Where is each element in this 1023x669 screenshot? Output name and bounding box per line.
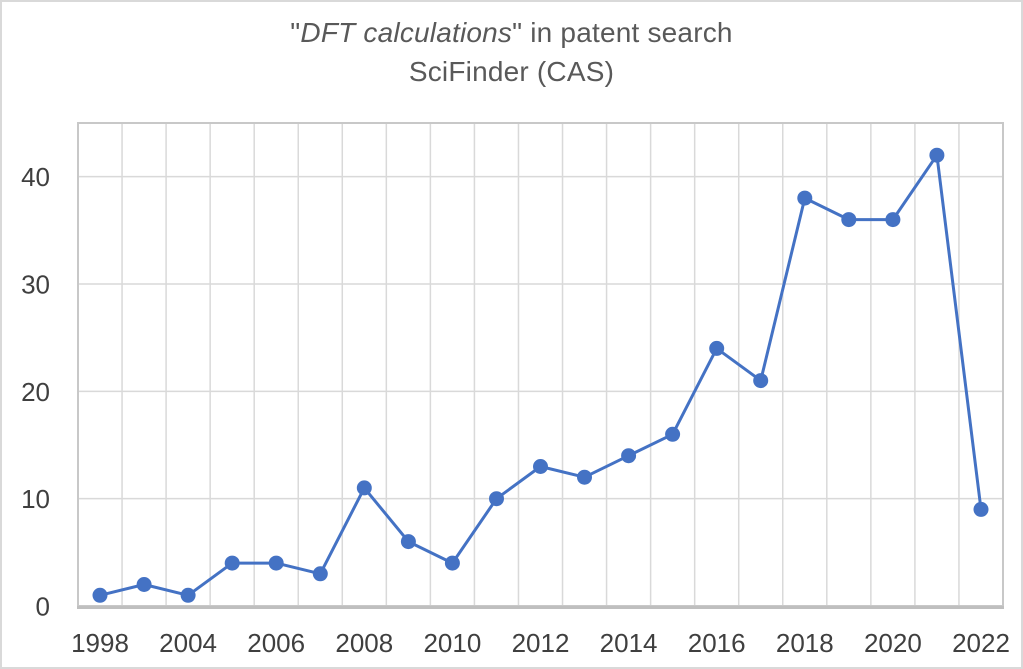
data-point [400,534,416,550]
chart-title: "DFT calculations" in patent search SciF… [2,13,1021,91]
title-italic-phrase: DFT calculations [300,17,513,48]
title-line1-rest: " in patent search [512,17,733,48]
data-point [709,340,725,356]
x-tick-label: 2008 [335,628,393,658]
data-point [753,373,769,389]
data-point [356,480,372,496]
data-point [533,459,548,474]
data-point [92,587,108,603]
x-tick-label: 2020 [864,628,922,658]
data-point [489,491,504,507]
data-point [577,469,592,485]
data-point [180,587,196,603]
y-tick-label: 20 [21,377,50,407]
chart-subtitle: SciFinder (CAS) [408,56,615,87]
data-point [621,448,637,464]
x-tick-label: 2018 [776,628,834,658]
data-point [665,426,681,442]
x-tick-label: 2012 [512,628,570,658]
x-tick-label: 2022 [952,628,1010,658]
y-tick-label: 30 [21,270,50,300]
x-tick-label: 2014 [600,628,658,658]
y-tick-label: 0 [36,592,50,622]
data-point [268,555,284,571]
y-tick-label: 10 [21,484,50,514]
data-point [797,190,813,206]
x-tick-label: 2010 [423,628,481,658]
data-point [444,555,460,571]
data-point [841,212,857,228]
data-point [136,577,152,592]
x-tick-label: 2004 [159,628,217,658]
data-point [885,212,901,228]
x-tick-label: 2016 [688,628,746,658]
x-tick-label: 2006 [247,628,305,658]
chart-title-line1: "DFT calculations" in patent search [2,13,1021,52]
data-point [973,501,989,517]
y-tick-label: 40 [21,162,50,192]
title-open-quote: " [290,17,301,48]
data-point [312,566,328,582]
data-point [929,147,945,163]
data-point [224,555,240,571]
x-tick-label: 1998 [71,628,129,658]
plot-area-border [77,122,1004,607]
